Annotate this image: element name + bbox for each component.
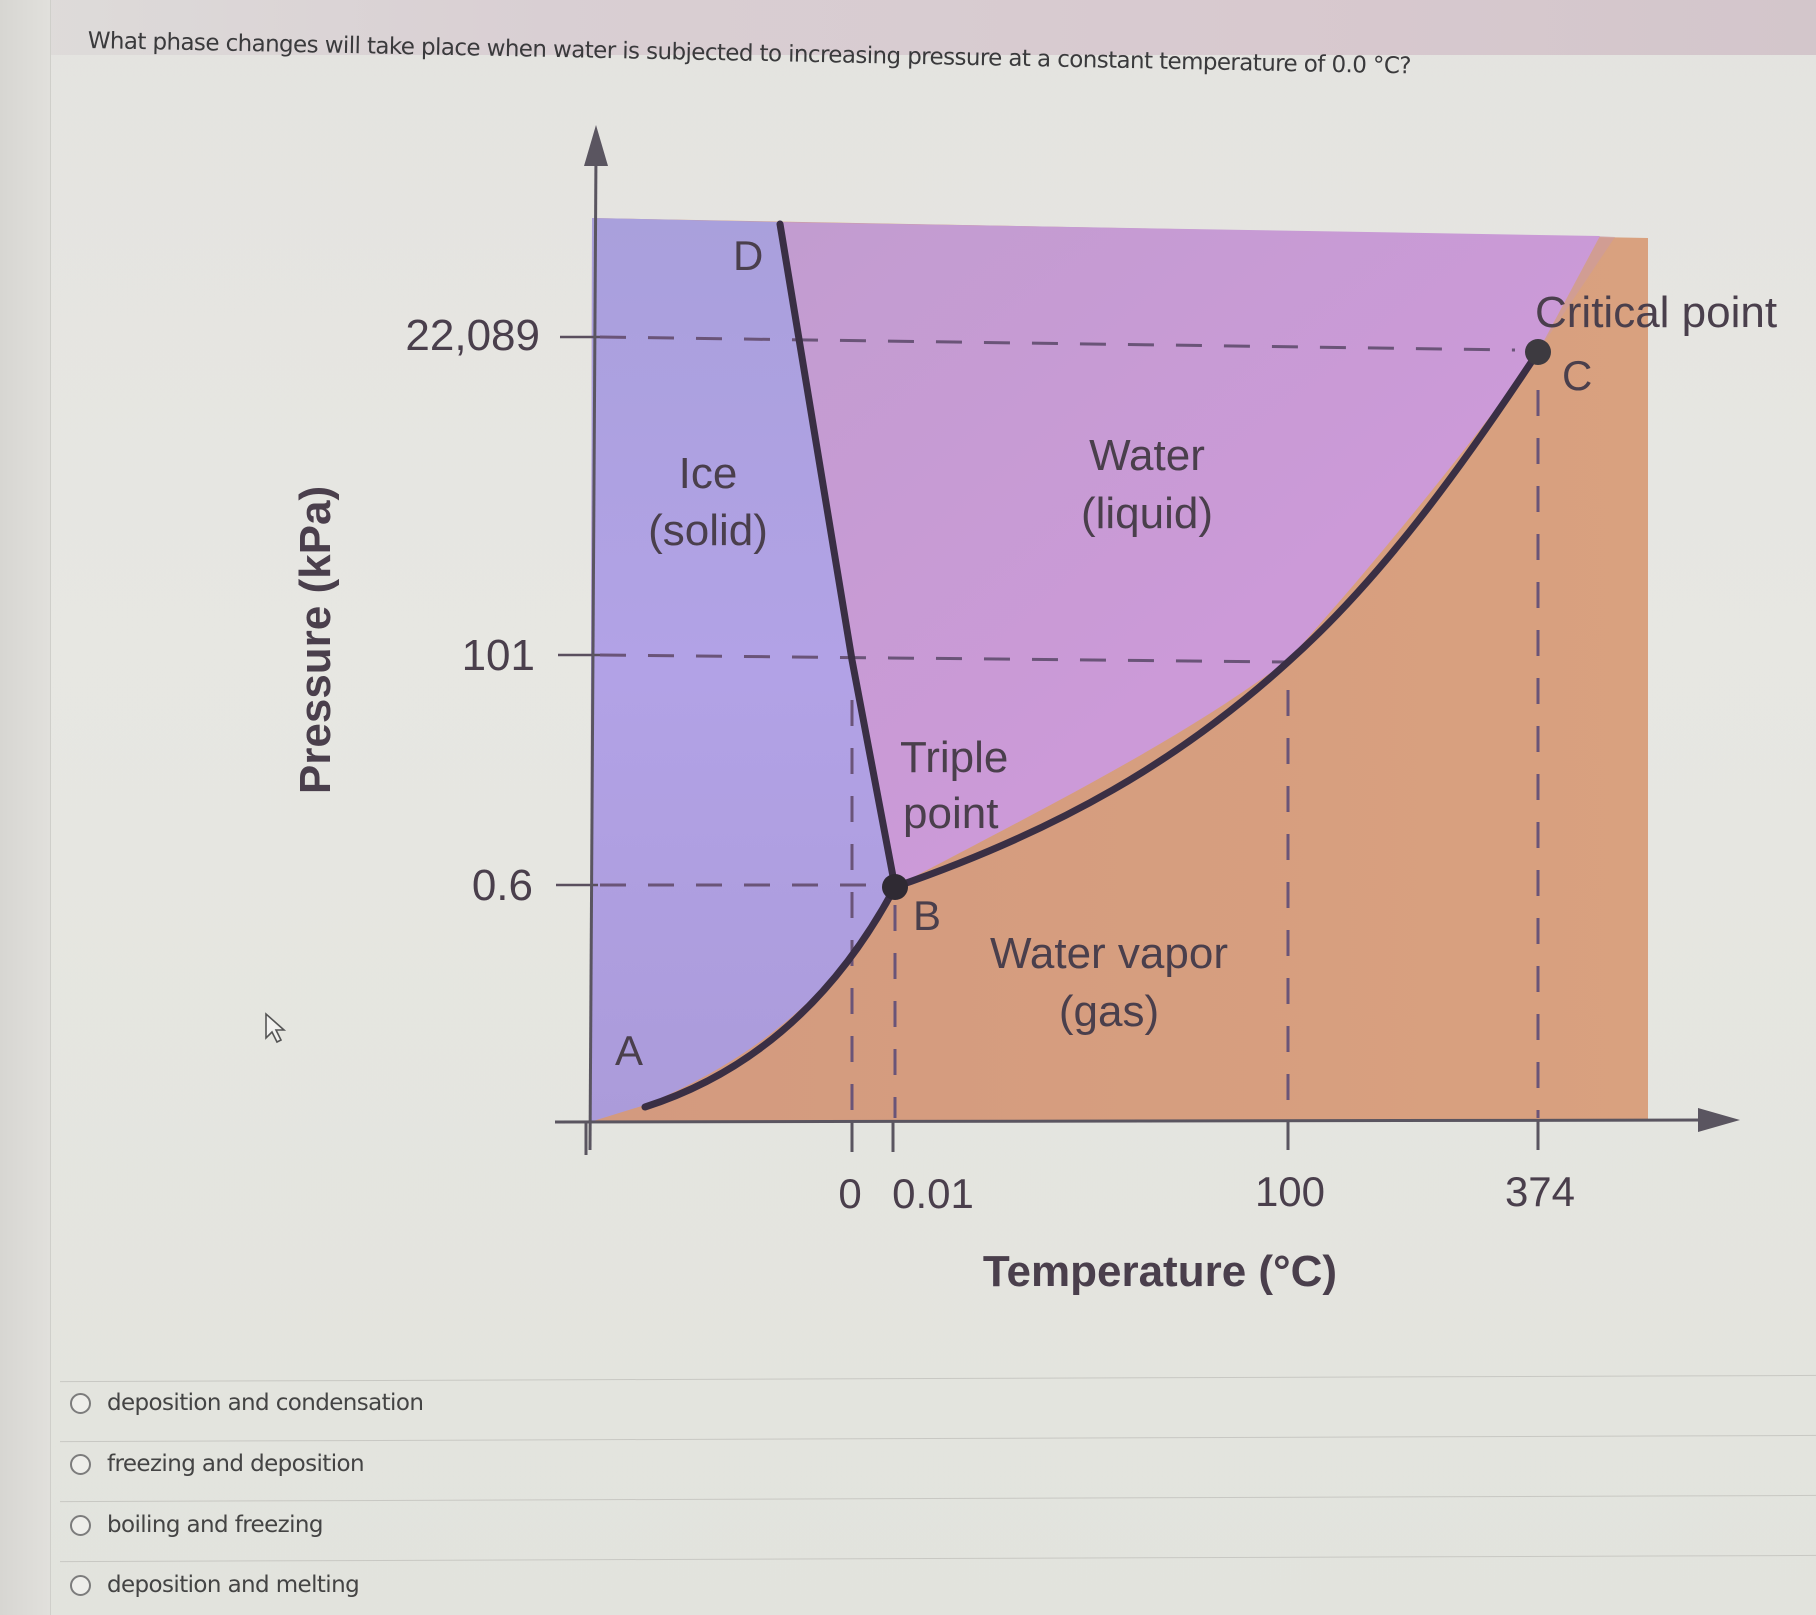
y-axis	[588, 149, 598, 1151]
gas-label-line1: Water vapor	[990, 929, 1228, 978]
y-tick-22089: 22,089	[405, 311, 540, 360]
vaporization-curve	[891, 348, 1542, 891]
plot-area	[590, 218, 1648, 1122]
liquid-region-top	[1538, 236, 1615, 352]
mouse-cursor-icon	[265, 1012, 287, 1044]
option-label: deposition and melting	[107, 1572, 360, 1598]
liquid-label-line1: Water	[1089, 431, 1205, 480]
point-b-label: B	[913, 892, 941, 939]
option-boiling-and-freezing[interactable]: boiling and freezing	[70, 1512, 324, 1538]
divider	[60, 1374, 1816, 1383]
x-tick-0-01: 0.01	[892, 1170, 974, 1217]
radio-button[interactable]	[70, 1453, 91, 1475]
critical-point-label: Critical point	[1535, 288, 1777, 337]
point-a-label: A	[615, 1027, 643, 1074]
option-freezing-and-deposition[interactable]: freezing and deposition	[70, 1451, 365, 1477]
triple-point-label-line1: Triple	[900, 733, 1008, 782]
option-label: boiling and freezing	[107, 1512, 324, 1538]
divider	[60, 1554, 1816, 1563]
melting-curve	[776, 220, 899, 891]
divider	[60, 1494, 1816, 1503]
y-axis-arrow	[584, 125, 608, 166]
option-deposition-and-melting[interactable]: deposition and melting	[70, 1572, 360, 1598]
liquid-label-line2: (liquid)	[1081, 489, 1213, 538]
left-margin	[0, 0, 51, 1615]
point-d-label: D	[733, 232, 763, 279]
divider	[60, 1434, 1816, 1443]
option-label: deposition and condensation	[107, 1390, 424, 1416]
x-tick-100: 100	[1255, 1168, 1325, 1215]
phase-boundaries	[641, 220, 1542, 1111]
sublimation-curve	[641, 883, 899, 1111]
ice-label-line2: (solid)	[648, 506, 768, 555]
x-tick-374: 374	[1505, 1168, 1575, 1215]
y-axis-label: Pressure (kPa)	[291, 486, 340, 794]
phase-diagram-chart: 22,089 101 0.6 0 0.01 100 374 Temperatur…	[291, 125, 1777, 1296]
triple-point-marker	[882, 874, 908, 900]
liquid-region	[780, 222, 1600, 887]
y-tick-101: 101	[462, 631, 535, 680]
axes	[554, 125, 1740, 1155]
top-band	[0, 0, 1816, 55]
critical-point-marker	[1525, 339, 1551, 365]
ice-region	[590, 218, 895, 1122]
x-axis-arrow	[1698, 1108, 1740, 1132]
x-tick-0: 0	[838, 1170, 861, 1217]
triple-point-label-line2: point	[903, 789, 998, 838]
radio-button[interactable]	[70, 1392, 91, 1414]
x-axis	[554, 1118, 1706, 1124]
option-label: freezing and deposition	[107, 1451, 365, 1477]
radio-button[interactable]	[70, 1574, 91, 1596]
point-c-label: C	[1562, 352, 1592, 399]
radio-button[interactable]	[70, 1514, 91, 1536]
option-deposition-and-condensation[interactable]: deposition and condensation	[70, 1390, 424, 1416]
ice-label-line1: Ice	[679, 449, 738, 498]
x-axis-label: Temperature (°C)	[983, 1247, 1337, 1296]
reference-lines	[599, 335, 1540, 1118]
y-tick-0-6: 0.6	[472, 861, 533, 910]
gas-label-line2: (gas)	[1059, 987, 1159, 1036]
